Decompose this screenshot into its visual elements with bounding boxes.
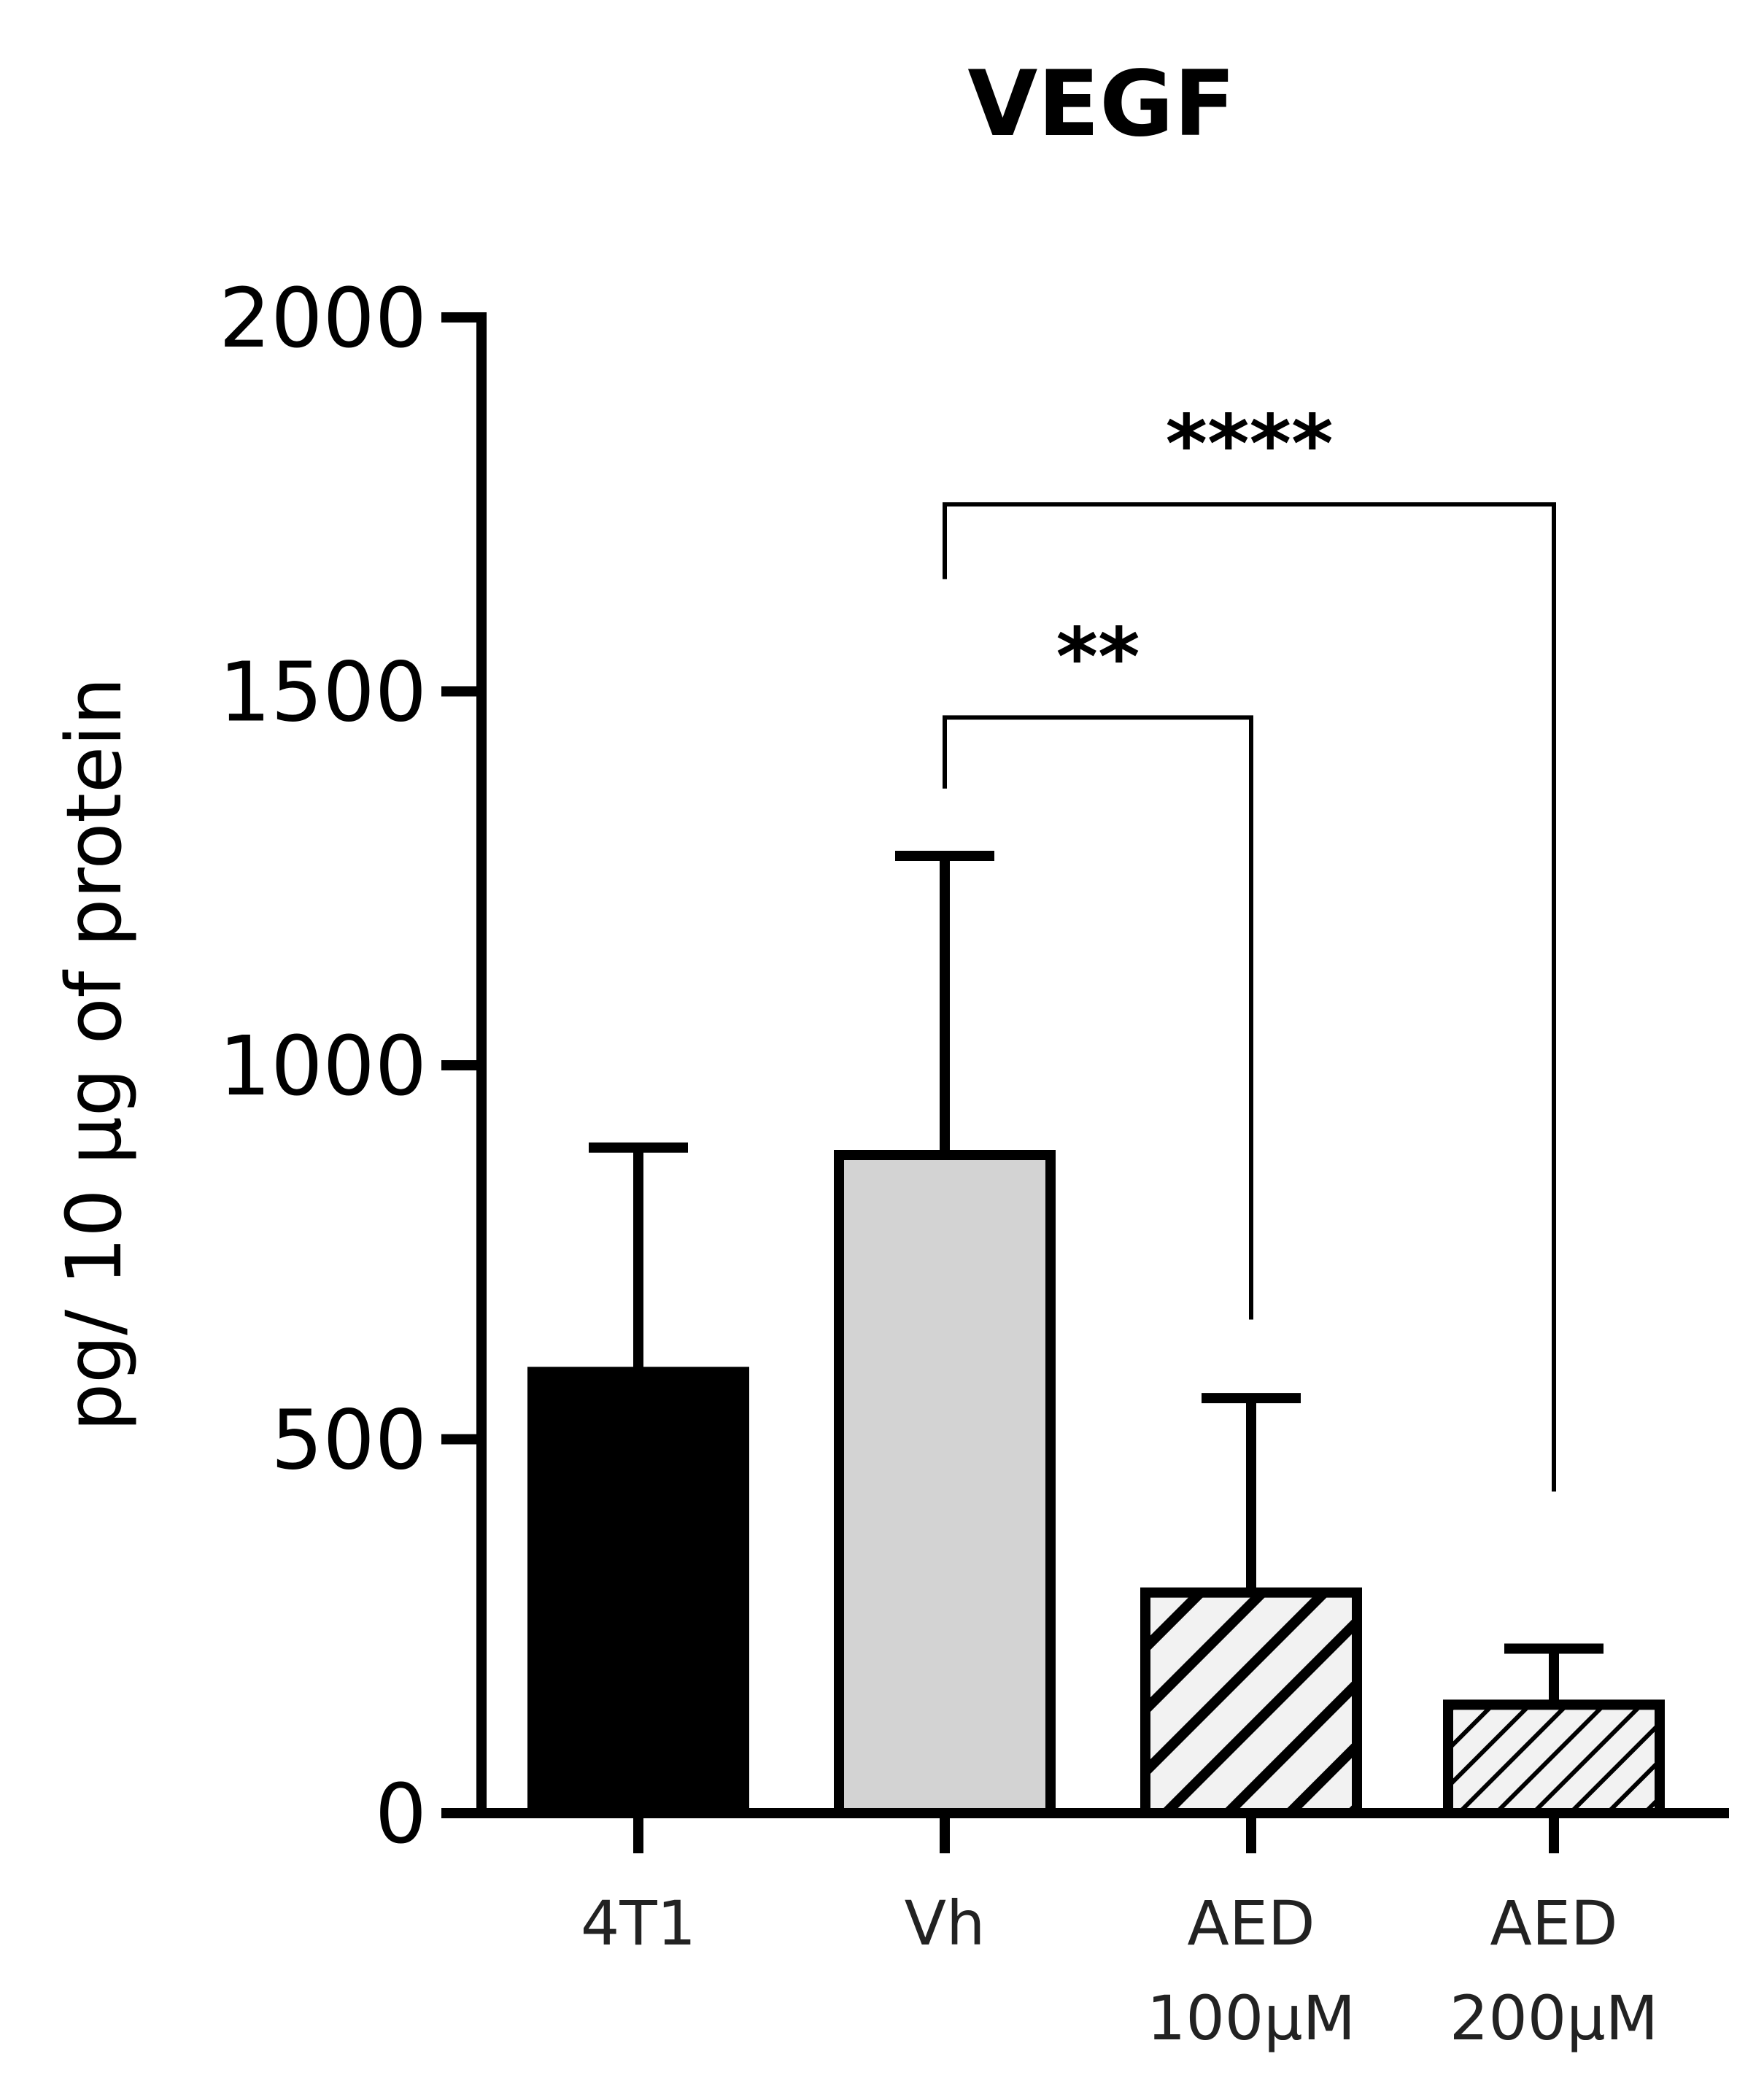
x-axis-ticks: 4T1 Vh AED 100µM AED 200µM bbox=[581, 1813, 1658, 2054]
bar-2 bbox=[1140, 1587, 1362, 1818]
x-tick-label-3-1: 200µM bbox=[1450, 1982, 1658, 2054]
significance-label-1: ** bbox=[1056, 610, 1140, 703]
y-tick-label-2: 1000 bbox=[219, 1019, 427, 1114]
x-tick-label-1-0: Vh bbox=[905, 1888, 986, 1959]
significance-label-0: **** bbox=[1165, 397, 1333, 490]
significance-bracket-1 bbox=[943, 715, 1253, 1320]
y-axis-label: pg/ 10 µg of protein bbox=[50, 677, 139, 1432]
bar-1 bbox=[834, 1150, 1056, 1818]
y-tick-label-0: 0 bbox=[375, 1767, 427, 1862]
x-tick-label-3-0: AED bbox=[1490, 1888, 1617, 1959]
y-tick-label-4: 2000 bbox=[219, 271, 427, 366]
x-tick-label-2-0: AED bbox=[1187, 1888, 1315, 1959]
bars bbox=[527, 1150, 1665, 1818]
axes bbox=[476, 312, 1729, 1818]
x-tick-label-0-0: 4T1 bbox=[581, 1888, 696, 1959]
error-bars bbox=[589, 851, 1604, 1705]
y-tick-label-3: 1500 bbox=[219, 646, 427, 741]
bar-0 bbox=[527, 1367, 749, 1818]
y-axis-ticks: 0 500 1000 1500 2000 bbox=[219, 271, 481, 1862]
significance-bracket-0 bbox=[943, 502, 1556, 1492]
chart-title: VEGF bbox=[967, 52, 1235, 157]
x-tick-label-2-1: 100µM bbox=[1147, 1982, 1355, 2054]
significance-brackets: ****** bbox=[943, 397, 1556, 1492]
bar-3 bbox=[1443, 1699, 1665, 1818]
y-tick-label-1: 500 bbox=[271, 1394, 427, 1488]
